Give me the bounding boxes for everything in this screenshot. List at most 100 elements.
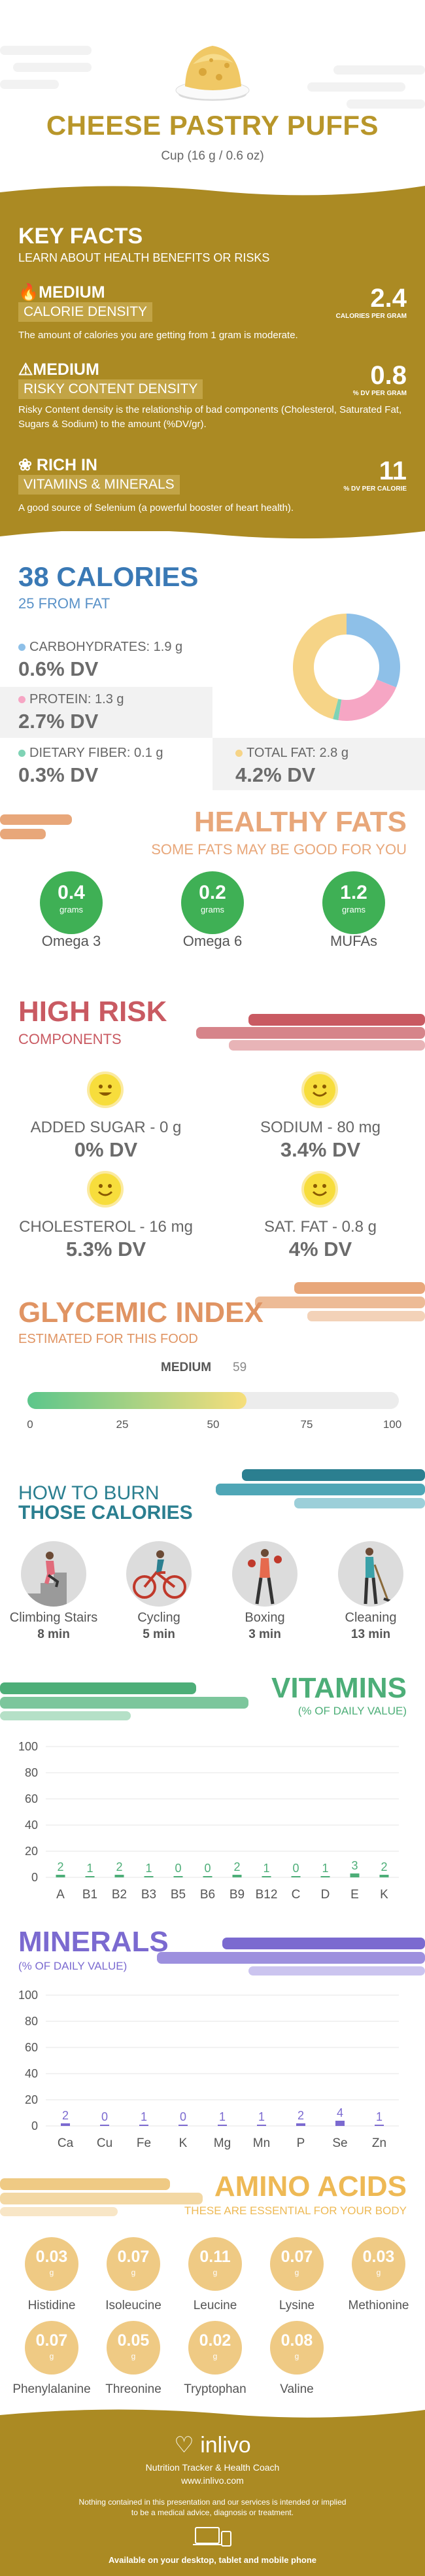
amino-unit: g [49, 2268, 54, 2277]
y-tick-label: 0 [31, 1871, 38, 1884]
warning-icon: ⚠ [18, 360, 33, 379]
burn-title-2: THOSE CALORIES [18, 1502, 193, 1523]
calories-title: 38 CALORIES [18, 561, 199, 592]
x-tick-label: Se [332, 2136, 347, 2150]
risk-dv: 5.3% DV [65, 1238, 146, 1261]
bar-Se [335, 2121, 345, 2126]
brand-tagline: Nutrition Tracker & Health Coach [145, 2462, 280, 2473]
donut-slice-carbs [347, 614, 400, 688]
food-title: CHEESE PASTRY PUFFS [46, 110, 379, 141]
decor-stripes-right [307, 65, 425, 118]
risk-label: SODIUM - 80 mg [260, 1119, 381, 1136]
amino-unit: g [294, 2268, 299, 2277]
x-tick-label: B12 [256, 1888, 278, 1902]
x-tick-label: Fe [137, 2136, 151, 2150]
fact-unit: CALORIES PER GRAM [335, 313, 407, 320]
macro-label: TOTAL FAT: 2.8 g [246, 746, 348, 760]
amino-unit: g [49, 2352, 54, 2361]
bar-value-label: 0 [175, 1862, 181, 1875]
activity-label: Cleaning [345, 1610, 397, 1625]
activity-time: 5 min [143, 1627, 175, 1641]
macro-fiber: DIETARY FIBER: 0.1 g 0.3% DV [18, 746, 163, 787]
bar-D [320, 1876, 330, 1877]
bar-Mg [218, 2125, 227, 2126]
bar-value-label: 1 [258, 2110, 265, 2123]
amino-label: Methionine [348, 2299, 409, 2312]
y-tick-label: 20 [25, 2093, 38, 2106]
fact-vitamins-minerals: ❀ RICH IN VITAMINS & MINERALS A good sou… [18, 457, 407, 515]
bar-value-label: 2 [381, 1860, 387, 1873]
brand-name: inlivo [200, 2433, 251, 2458]
x-tick-label: C [292, 1888, 301, 1902]
amino-label: Histidine [27, 2299, 76, 2312]
vitamins-bar-chart: 0204060801002A1B12B21B30B50B62B91B120C1D… [18, 1740, 399, 1902]
bar-value-label: 0 [292, 1862, 299, 1875]
bar-value-label: 1 [322, 1862, 328, 1875]
amino-value: 0.02 [199, 2331, 231, 2350]
macro-protein-bg [0, 687, 212, 738]
fact-label: CALORIE DENSITY [18, 302, 153, 322]
bar-Fe [139, 2125, 148, 2126]
activity-label: Climbing Stairs [9, 1610, 98, 1625]
risk-dv: 4% DV [288, 1238, 352, 1261]
bar-B12 [262, 1876, 271, 1877]
fact-level: RICH IN [36, 456, 97, 474]
gi-level: MEDIUM [161, 1361, 212, 1374]
bar-B2 [114, 1875, 124, 1877]
x-tick-label: Ca [58, 2136, 74, 2150]
y-tick-label: 20 [25, 1845, 38, 1858]
burn-title-1: HOW TO BURN [18, 1482, 160, 1504]
bar-value-label: 2 [298, 2109, 304, 2122]
x-tick-label: B5 [171, 1888, 186, 1902]
bar-value-label: 3 [351, 1859, 358, 1872]
smiley-icon [87, 1171, 124, 1208]
gi-fill [27, 1392, 247, 1409]
x-tick-label: E [350, 1888, 359, 1902]
gi-decor [255, 1282, 425, 1334]
x-tick-label: P [297, 2136, 305, 2150]
y-tick-label: 60 [25, 2041, 38, 2054]
protein-dot [18, 696, 26, 703]
amino-bubble: 0.05 g [107, 2321, 160, 2375]
donut-slice-fiber [333, 699, 342, 721]
amino-title: AMINO ACIDS [214, 2170, 407, 2202]
donut-slice-fat [292, 614, 347, 720]
donut-slice-protein [338, 679, 396, 721]
flame-icon: 🔥 [18, 283, 39, 302]
y-tick-label: 40 [25, 1819, 38, 1832]
risk-label: ADDED SUGAR - 0 g [30, 1119, 182, 1136]
bar-C [291, 1876, 301, 1877]
macro-label: CARBOHYDRATES: 1.9 g [29, 640, 183, 654]
amino-label: Leucine [193, 2299, 237, 2312]
minerals-bar-chart: 0 20 40 60 80 100 2 Ca 0 Cu 1 Fe 0 K 1 Mg 1 Mn 2 P 4 Se 1 Zn [18, 1989, 399, 2150]
amino-bubble: 0.03 g [25, 2237, 78, 2291]
risk-label: SAT. FAT - 0.8 g [264, 1218, 377, 1236]
fat-value: 0.2 [199, 882, 226, 903]
y-tick-label: 60 [25, 1792, 38, 1805]
amino-label: Valine [280, 2382, 314, 2396]
fact-label: VITAMINS & MINERALS [18, 475, 180, 495]
cyclist-icon [126, 1541, 192, 1607]
bar-P [296, 2123, 305, 2126]
fact-text: The amount of calories you are getting f… [18, 330, 298, 341]
disclaimer-1: Nothing contained in this presentation a… [78, 2498, 347, 2507]
fact-level: MEDIUM [33, 360, 99, 379]
fats-decor [0, 814, 78, 841]
omega6-bubble: 0.2 grams [181, 871, 244, 934]
fact-calorie-density: 🔥MEDIUM CALORIE DENSITY The amount of ca… [18, 284, 407, 343]
smiley-icon [301, 1071, 338, 1108]
bar-value-label: 0 [180, 2110, 186, 2123]
brand-logo[interactable]: ♡ inlivo [0, 2432, 425, 2458]
amino-label: Threonine [105, 2382, 162, 2396]
amino-unit: g [212, 2352, 218, 2361]
fat-unit: grams [200, 905, 225, 914]
brand-url[interactable]: www.inlivo.com [181, 2475, 244, 2486]
amino-label: Tryptophan [184, 2382, 246, 2396]
gi-tick: 50 [207, 1418, 220, 1431]
fact-unit: % DV PER CALORIE [343, 485, 407, 493]
amino-value: 0.03 [35, 2248, 68, 2266]
gi-value: 59 [233, 1361, 247, 1374]
bar-value-label: 1 [263, 1862, 269, 1875]
minerals-decor [157, 1938, 425, 1977]
vitamins-subtitle: (% OF DAILY VALUE) [298, 1705, 407, 1717]
